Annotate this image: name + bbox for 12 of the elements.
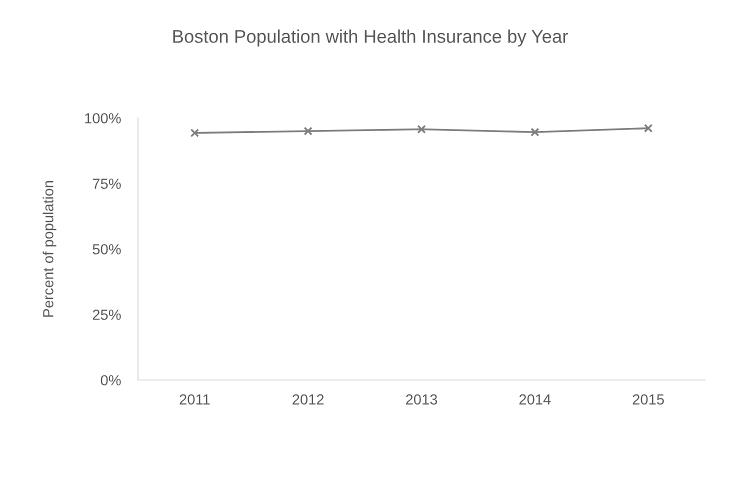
x-tick-label: 2014: [519, 394, 551, 405]
chart-title: Boston Population with Health Insurance by Year: [173, 29, 568, 47]
x-tick-label: 2011: [180, 394, 210, 405]
y-tick-label: 50%: [92, 244, 121, 254]
y-tick-label: 100%: [85, 113, 121, 124]
x-tick-label: 2013: [406, 394, 438, 405]
y-axis-title: Percent of population: [42, 181, 56, 317]
x-tick-label: 2012: [292, 394, 324, 405]
x-tick-label: 2015: [632, 394, 664, 405]
y-tick-label: 25%: [92, 310, 121, 320]
y-tick-label: 75%: [92, 178, 121, 189]
y-tick-label: 0%: [100, 375, 121, 386]
